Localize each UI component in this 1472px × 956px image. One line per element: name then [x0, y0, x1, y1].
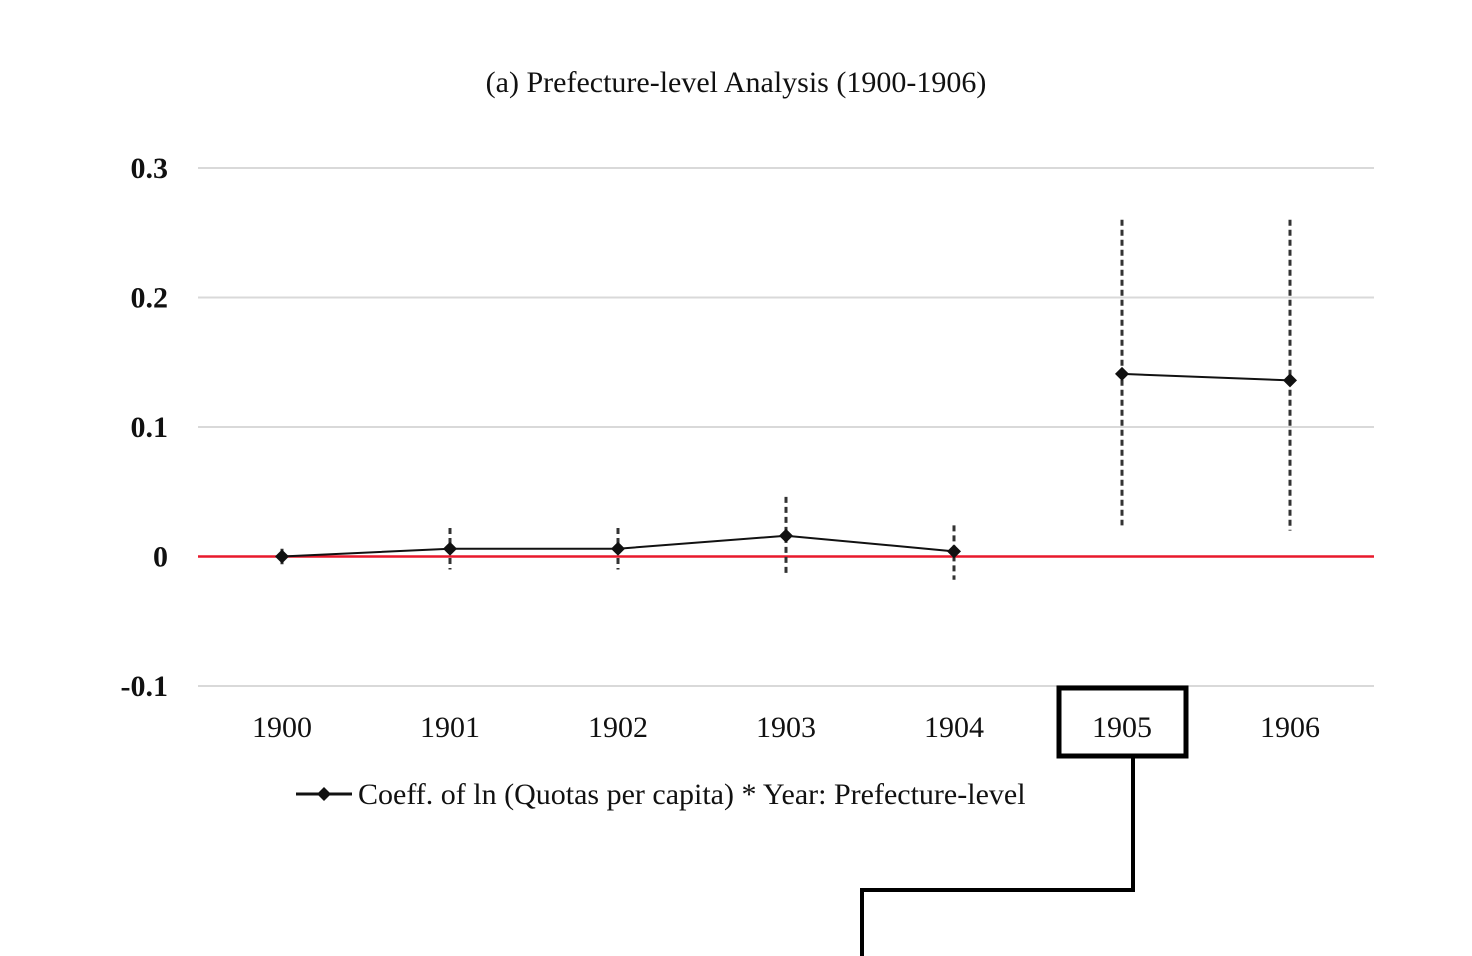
paper-running-title: I. BAI AND KUNG	[0, 0, 1472, 8]
x-tick-label: 1901	[420, 711, 480, 744]
series-points	[275, 366, 1297, 564]
x-tick-label: 1906	[1260, 711, 1320, 744]
data-point	[1283, 373, 1297, 388]
y-tick-label: 0	[153, 541, 168, 574]
x-tick-label: 1904	[924, 711, 984, 744]
highlight-box	[1056, 685, 1189, 759]
data-point	[1115, 366, 1129, 381]
data-point	[611, 541, 625, 556]
y-tick-label: 0.2	[131, 282, 169, 315]
x-tick-label: 1900	[252, 711, 312, 744]
x-tick-label: 1902	[588, 711, 648, 744]
series-line-segment	[1121, 372, 1291, 382]
legend-label: Coeff. of ln (Quotas per capita) * Year:…	[358, 778, 1026, 811]
confidence-intervals	[280, 219, 1292, 580]
data-point	[947, 544, 961, 559]
x-axis-ticks: 1900 1901 1902 1903 1904 1905 1906	[252, 711, 1320, 744]
highlight-connector	[860, 756, 1135, 956]
data-point	[443, 541, 457, 556]
data-point	[779, 528, 793, 543]
grid-lines	[198, 167, 1374, 687]
chart-subtitle: (a) Prefecture-level Analysis (1900-1906…	[485, 66, 987, 99]
legend: Coeff. of ln (Quotas per capita) * Year:…	[296, 778, 1026, 811]
highlight-annotation	[860, 685, 1189, 956]
y-tick-label: 0.3	[131, 152, 169, 185]
y-tick-label: 0.1	[131, 411, 169, 444]
x-tick-label: 1903	[756, 711, 816, 744]
data-point	[275, 549, 289, 564]
y-tick-label: -0.1	[121, 670, 169, 703]
x-tick-label: 1905	[1092, 711, 1152, 744]
y-axis-ticks: -0.1 0 0.1 0.2 0.3	[121, 152, 169, 703]
legend-marker-swatch	[317, 787, 331, 801]
